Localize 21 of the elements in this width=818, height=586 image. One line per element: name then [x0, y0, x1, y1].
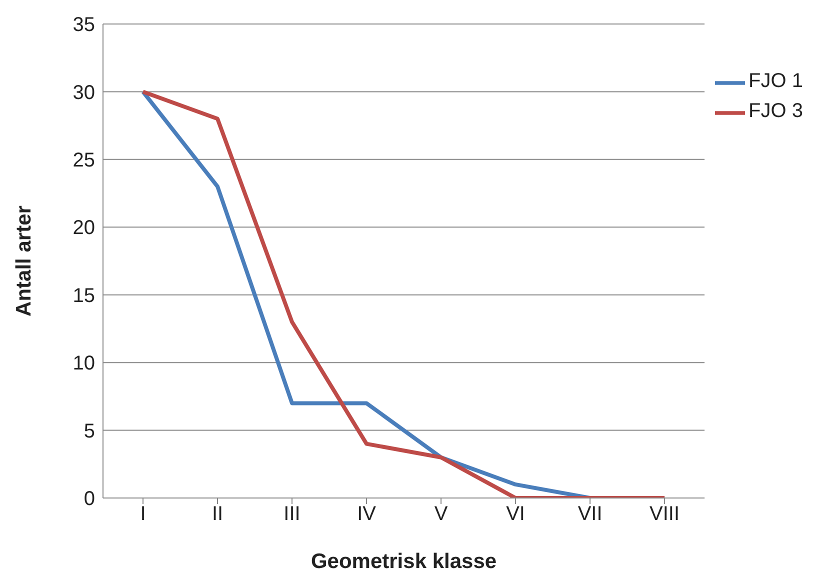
x-tick-label: VII: [578, 503, 602, 526]
x-tick-label: VIII: [650, 503, 680, 526]
y-tick-label: 10: [72, 352, 95, 375]
x-tick-label: I: [140, 503, 146, 526]
y-tick-label: 5: [84, 420, 95, 442]
y-tick-label: 30: [72, 82, 95, 104]
x-axis-title: Geometrisk klasse: [310, 550, 497, 573]
y-tick-label: 20: [72, 217, 95, 240]
line-series: [141, 90, 667, 498]
y-tick-label: 35: [72, 14, 95, 36]
x-tick-label: IV: [357, 503, 377, 526]
y-tick-label: 15: [72, 284, 95, 307]
legend-label: FJO 3: [748, 100, 803, 122]
x-tick-label: III: [284, 503, 300, 526]
legend-label: FJO 1: [748, 70, 803, 92]
x-tick-label: VI: [506, 503, 525, 526]
x-tick-label: V: [434, 503, 448, 526]
y-tick-label: 0: [84, 488, 95, 510]
y-axis-title: Antall arter: [12, 206, 36, 316]
x-tick-label: II: [212, 503, 224, 526]
y-tick-label: 25: [72, 150, 95, 172]
